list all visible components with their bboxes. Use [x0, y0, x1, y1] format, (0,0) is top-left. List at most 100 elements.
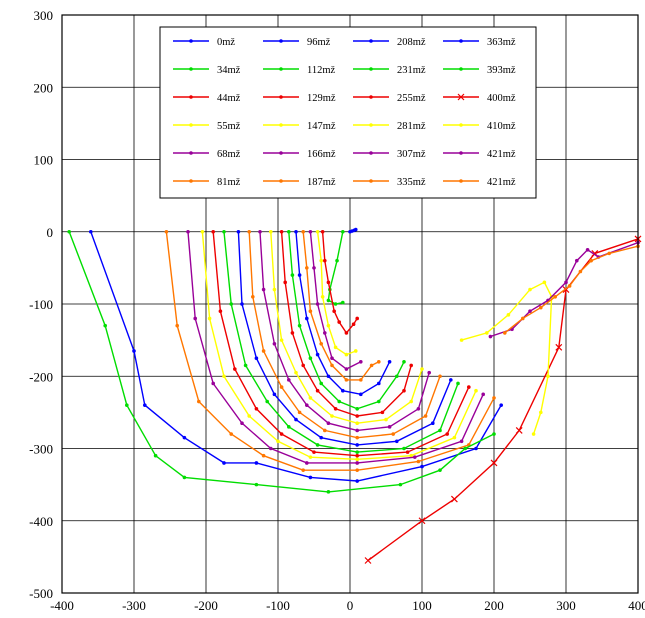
series-0: [348, 227, 358, 234]
data-point: [359, 392, 363, 397]
series-13: [222, 229, 460, 454]
data-point: [344, 352, 349, 357]
data-point: [355, 443, 360, 447]
legend-label: 0mž: [217, 37, 235, 48]
data-point: [387, 360, 392, 364]
data-point: [555, 343, 563, 351]
data-point: [323, 331, 327, 335]
legend-label: 307mž: [397, 149, 426, 160]
y-tick-label: 100: [34, 153, 54, 168]
legend-label: 255mž: [397, 93, 426, 104]
legend-entry: 166mž: [263, 149, 336, 160]
data-point: [297, 273, 302, 277]
legend-entry: 400mž: [443, 93, 516, 104]
data-point: [344, 331, 349, 335]
data-point: [125, 403, 129, 407]
legend-label: 421mž: [487, 149, 516, 160]
legend-label: 129mž: [307, 93, 336, 104]
data-point: [297, 410, 302, 415]
data-point: [305, 266, 309, 270]
data-point: [319, 435, 324, 440]
legend-label: 208mž: [397, 37, 426, 48]
legend-entry: 255mž: [353, 93, 426, 104]
data-point: [222, 461, 226, 465]
data-point: [416, 459, 421, 464]
data-point: [229, 302, 233, 306]
series-11: [247, 229, 442, 440]
data-point: [355, 479, 360, 483]
data-point: [409, 363, 414, 368]
series-18: [89, 229, 504, 483]
data-point: [449, 378, 453, 382]
legend-entry: 363mž: [443, 37, 516, 48]
data-point: [398, 482, 403, 487]
data-point: [233, 367, 237, 371]
legend-marker: [279, 151, 283, 155]
legend-entry: 0mž: [173, 37, 235, 48]
data-point: [355, 435, 360, 440]
series-line: [295, 231, 391, 396]
data-point: [515, 427, 523, 434]
data-point: [355, 406, 360, 411]
data-point: [431, 421, 435, 426]
series-15: [200, 229, 478, 462]
series-17: [164, 229, 496, 472]
y-tick-label: -100: [29, 297, 53, 312]
data-point: [420, 367, 424, 371]
legend-entry: 147mž: [263, 121, 336, 132]
data-point: [89, 229, 93, 234]
data-point: [261, 287, 266, 292]
data-point: [279, 385, 284, 389]
data-point: [355, 421, 360, 426]
tick-labels: -400 -300 -200 -100 0 100 200 300 400 300 200 100 0 -…: [29, 8, 645, 613]
series-line: [187, 231, 484, 464]
data-point: [337, 320, 342, 324]
legend-label: 81mž: [217, 177, 241, 188]
data-point: [315, 229, 320, 234]
legend-marker: [279, 67, 283, 71]
data-point: [355, 461, 360, 465]
data-point: [308, 356, 313, 360]
legend-entry: 112mž: [263, 65, 336, 76]
series-16: [186, 229, 486, 465]
data-point: [539, 305, 543, 310]
y-tick-label: 200: [34, 80, 54, 95]
data-point: [503, 331, 507, 335]
data-point: [413, 455, 417, 459]
legend-entry: 55mž: [173, 121, 241, 132]
data-point: [301, 468, 306, 472]
data-point: [294, 417, 298, 422]
data-point: [261, 349, 266, 353]
data-point: [315, 302, 320, 306]
data-point: [297, 323, 302, 328]
data-point: [589, 258, 593, 263]
data-point: [359, 360, 363, 364]
series-line: [270, 231, 423, 424]
data-point: [506, 313, 511, 317]
data-point: [332, 309, 336, 314]
data-point: [305, 461, 309, 465]
data-point: [251, 294, 255, 299]
data-point: [272, 287, 277, 292]
data-point: [377, 360, 381, 364]
legend-marker: [189, 95, 193, 99]
legend-label: 34mž: [217, 65, 241, 76]
series-line: [165, 231, 495, 471]
series-1: [326, 229, 345, 306]
data-point: [355, 457, 360, 462]
data-point: [377, 399, 381, 404]
data-point: [380, 410, 385, 415]
data-point: [488, 334, 493, 339]
data-point: [222, 229, 226, 234]
series-12: [236, 229, 453, 447]
legend-entry: 231mž: [353, 65, 426, 76]
legend-marker: [369, 151, 373, 155]
legend-marker: [459, 179, 463, 183]
legend-marker: [369, 179, 373, 183]
series-line: [288, 231, 405, 410]
series-3: [315, 229, 358, 357]
data-point: [416, 406, 421, 411]
legend-label: 335mž: [397, 177, 426, 188]
data-point: [320, 229, 325, 234]
legend-box: [159, 26, 537, 199]
